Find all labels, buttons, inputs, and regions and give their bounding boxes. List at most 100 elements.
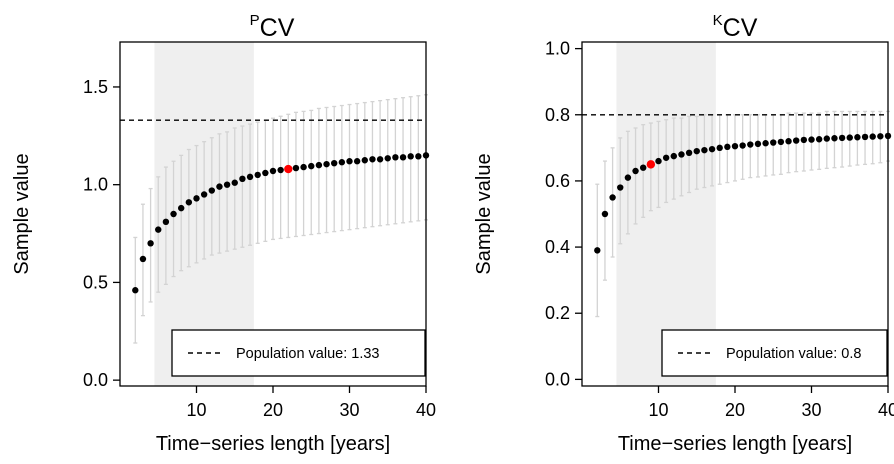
legend-label: Population value: 1.33 xyxy=(236,346,380,362)
error-bar xyxy=(248,123,253,246)
data-point xyxy=(754,140,762,148)
data-point xyxy=(216,183,223,190)
data-point xyxy=(231,179,238,186)
data-point xyxy=(193,195,200,202)
chart-title-main: CV xyxy=(723,14,758,42)
data-point xyxy=(701,146,708,154)
data-point xyxy=(139,255,147,263)
chart-title-superscript: K xyxy=(713,12,723,29)
data-point xyxy=(178,204,185,212)
data-point xyxy=(609,194,616,201)
chart-panel-2: 0.0 0.2 0.4 0.6 0.8 1.0 10 20 30 40 KCV Time−series… xyxy=(473,12,894,455)
error-bar xyxy=(240,125,245,248)
data-point xyxy=(617,184,624,191)
error-bar xyxy=(163,166,168,286)
error-bar xyxy=(171,160,176,278)
x-tick-label: 30 xyxy=(801,400,821,420)
data-point xyxy=(254,171,261,179)
data-point xyxy=(777,138,785,146)
data-point xyxy=(300,163,307,171)
data-point xyxy=(392,154,399,161)
data-point xyxy=(861,133,869,141)
error-bar xyxy=(186,148,191,268)
error-bar xyxy=(179,154,184,272)
x-tick-label: 20 xyxy=(725,400,745,420)
y-tick-label: 0.8 xyxy=(545,105,570,125)
data-point xyxy=(601,210,609,218)
error-bar xyxy=(633,127,638,225)
data-point xyxy=(815,136,823,143)
data-point xyxy=(338,159,346,166)
y-axis-label: Sample value xyxy=(11,153,33,274)
data-point xyxy=(846,134,853,141)
y-axis-label: Sample value xyxy=(473,153,495,274)
data-point xyxy=(353,158,361,165)
data-point xyxy=(823,135,830,142)
error-bar xyxy=(309,109,314,236)
chart-title: PCV xyxy=(250,12,295,42)
data-point xyxy=(770,139,777,146)
data-point xyxy=(877,133,884,140)
y-tick-label: 0.0 xyxy=(83,370,108,390)
data-point xyxy=(693,147,700,155)
chart-title-main: CV xyxy=(260,14,295,42)
error-bar xyxy=(656,120,661,209)
data-point xyxy=(724,143,731,151)
data-point xyxy=(399,154,407,161)
data-point xyxy=(869,133,876,140)
data-point xyxy=(670,152,677,160)
error-bar xyxy=(271,117,275,241)
error-bar xyxy=(217,133,222,254)
x-tick-label: 40 xyxy=(416,400,436,420)
y-tick-label: 1.5 xyxy=(83,77,108,97)
error-bar xyxy=(263,119,268,243)
chart-title: KCV xyxy=(713,12,758,42)
y-tick-label: 0.2 xyxy=(545,303,570,323)
error-bar xyxy=(156,176,161,293)
data-point xyxy=(384,155,391,162)
error-bar xyxy=(209,137,214,256)
data-point xyxy=(678,151,685,158)
data-point xyxy=(361,157,368,164)
shaded-region xyxy=(616,42,716,386)
data-point xyxy=(292,164,300,172)
legend: Population value: 1.33 xyxy=(171,329,426,377)
data-point xyxy=(685,149,693,157)
data-point xyxy=(838,134,846,142)
x-tick-label: 30 xyxy=(339,400,359,420)
data-point xyxy=(762,140,769,147)
error-bar xyxy=(370,100,375,228)
legend: Population value: 0.8 xyxy=(661,329,888,377)
x-axis-label: Time−series length [years] xyxy=(156,433,390,455)
data-point xyxy=(162,218,170,226)
error-bar xyxy=(286,113,291,239)
data-point xyxy=(655,157,662,165)
chart-panel-1: 0.0 0.5 1.0 1.5 10 20 30 40 PCV Time−series lengt… xyxy=(11,12,436,455)
data-point xyxy=(747,141,754,148)
error-bar xyxy=(202,141,207,260)
legend-label: Population value: 0.8 xyxy=(726,346,861,362)
data-point xyxy=(323,160,330,168)
data-point xyxy=(269,167,277,175)
x-tick-label: 20 xyxy=(263,400,283,420)
error-bar xyxy=(301,110,306,237)
error-bar xyxy=(225,131,230,252)
error-bar xyxy=(293,111,298,238)
data-point xyxy=(155,226,162,233)
data-point xyxy=(854,134,861,141)
data-point xyxy=(632,167,639,175)
y-tick-label: 0.6 xyxy=(545,171,570,191)
error-bar xyxy=(625,130,630,235)
data-point xyxy=(793,137,800,144)
data-point xyxy=(808,136,815,143)
error-bar xyxy=(362,101,367,229)
data-point xyxy=(277,166,284,174)
chart-title-superscript: P xyxy=(250,12,260,29)
error-bar xyxy=(347,103,352,231)
error-bar xyxy=(393,98,398,225)
error-bar xyxy=(316,107,321,235)
x-tick-label: 10 xyxy=(648,400,668,420)
data-point xyxy=(331,159,338,167)
x-tick-label: 40 xyxy=(878,400,894,420)
